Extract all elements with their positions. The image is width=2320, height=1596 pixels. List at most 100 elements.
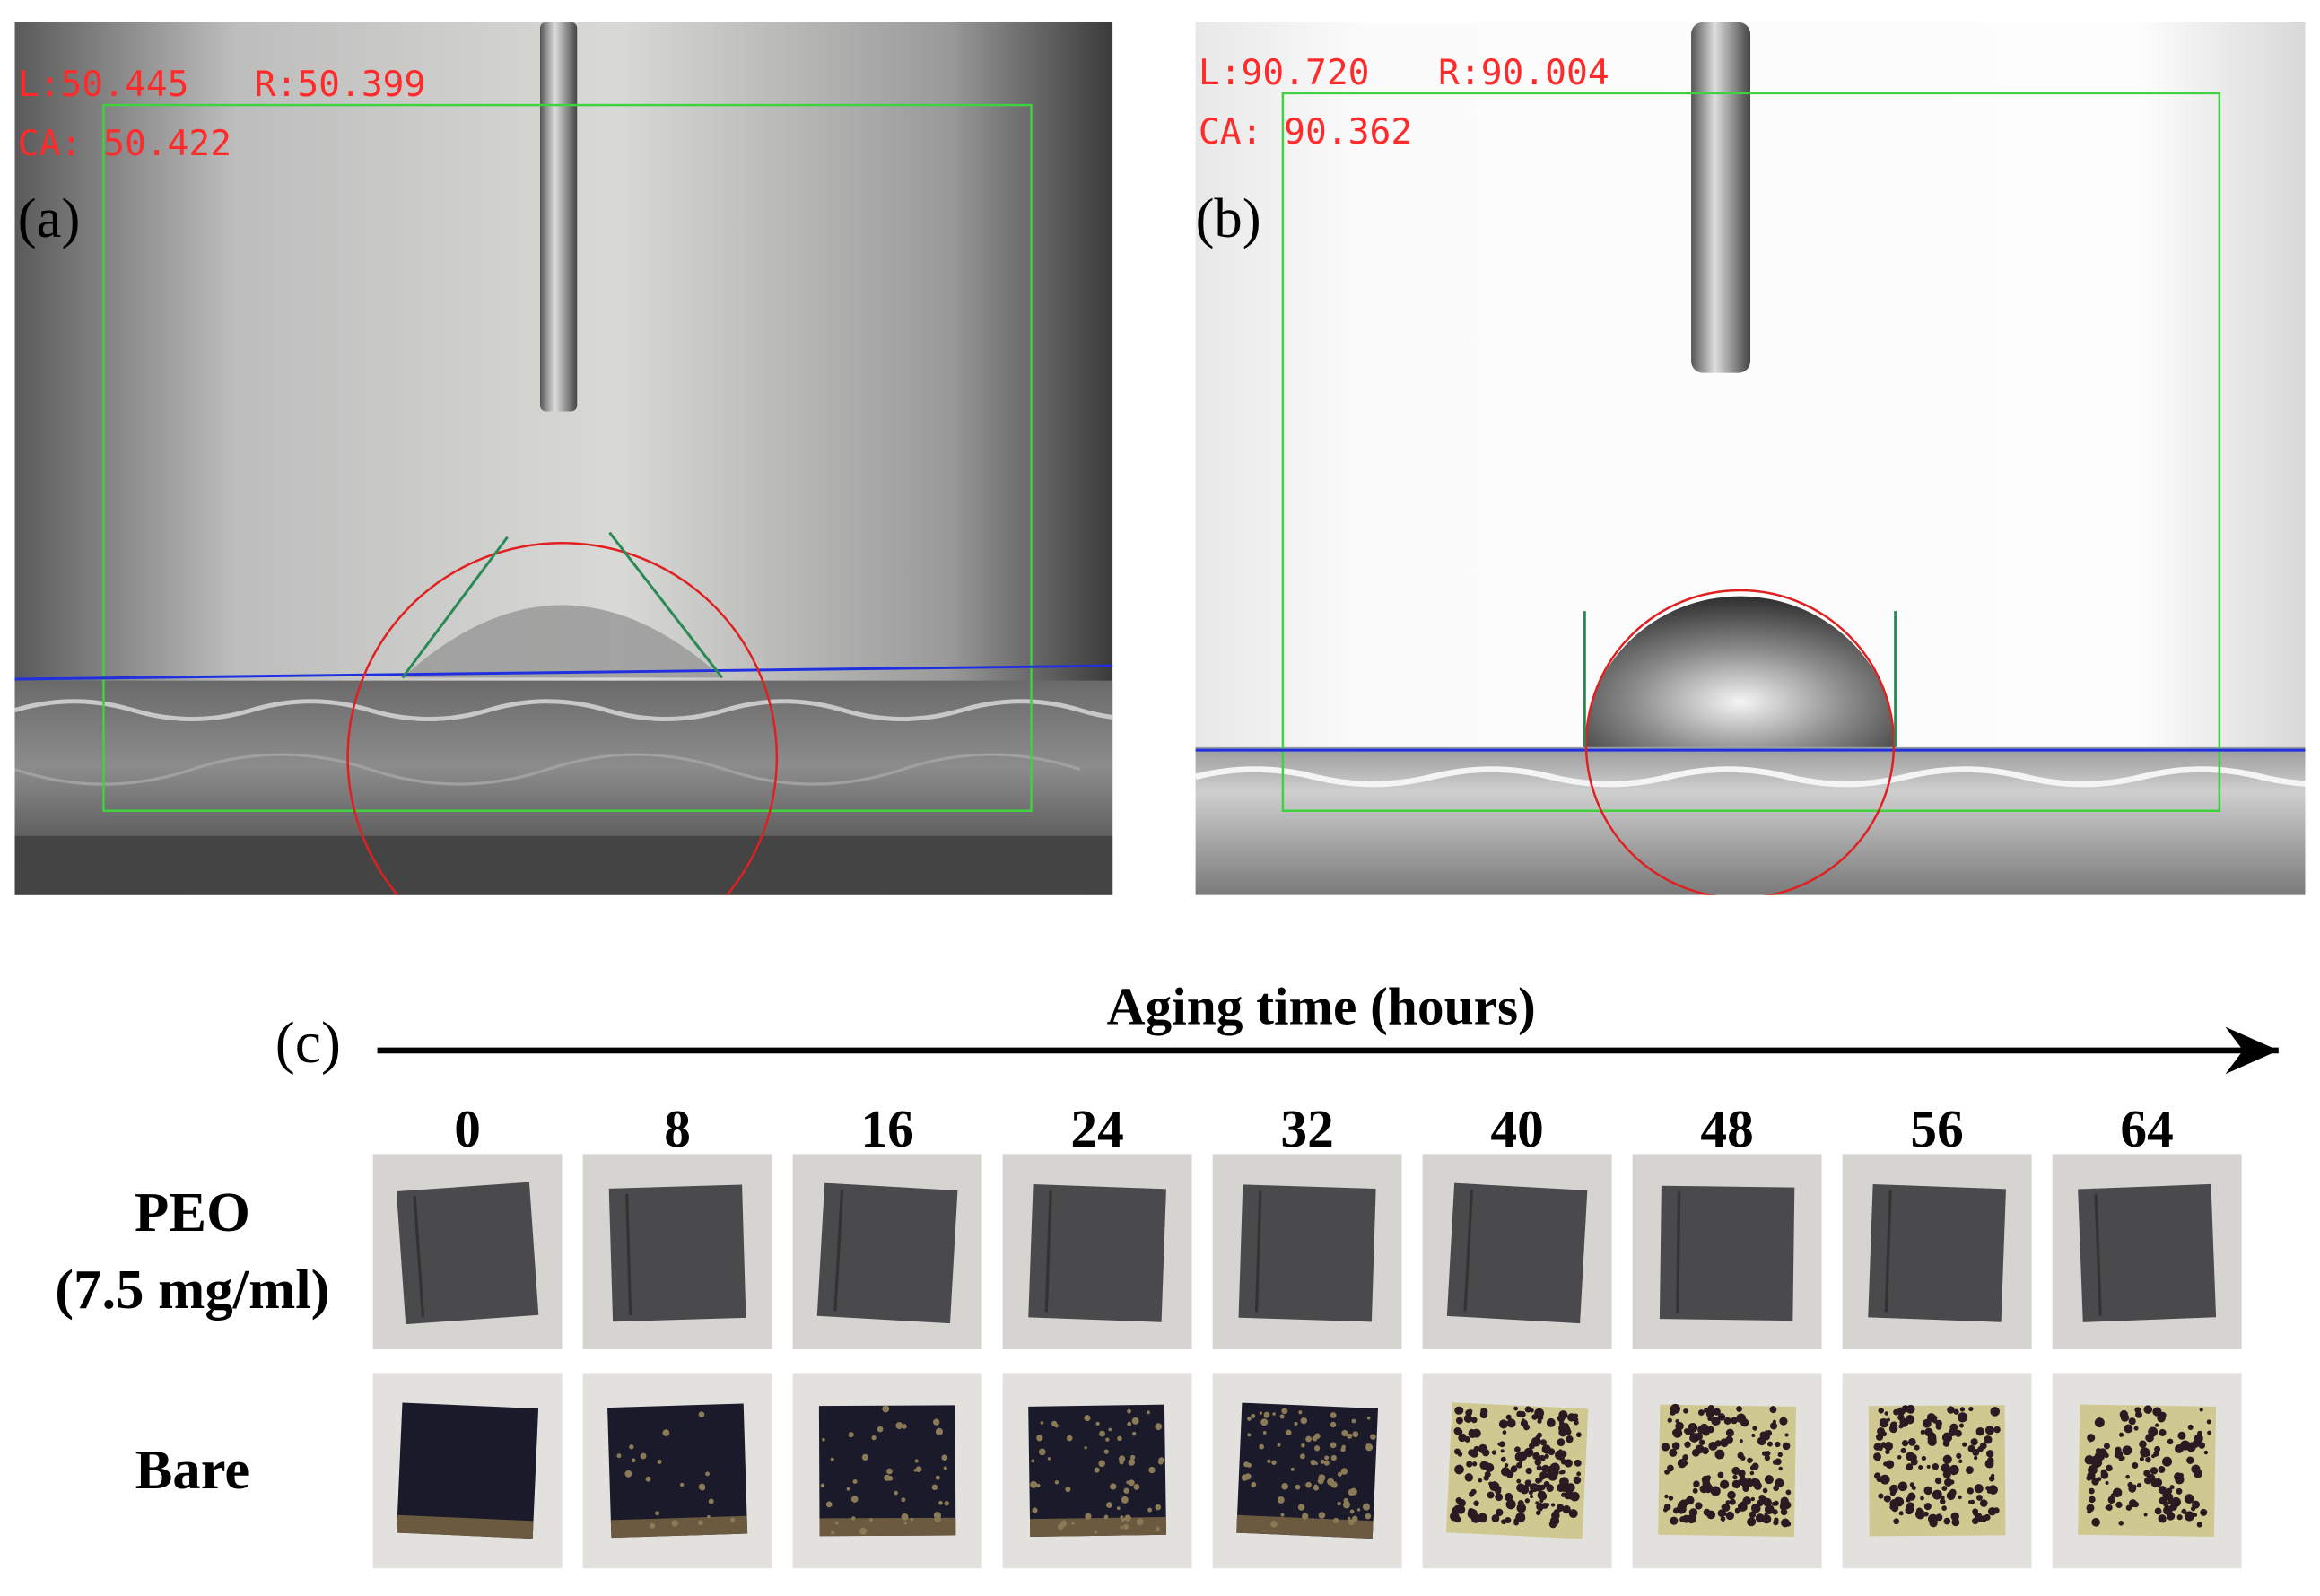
corrosion-spot (1484, 1470, 1491, 1478)
corrosion-spot (902, 1424, 907, 1429)
sample (1659, 1185, 1795, 1321)
corrosion-spot (1478, 1478, 1483, 1483)
corrosion-spot (1108, 1427, 1112, 1432)
corrosion-spot (1785, 1505, 1790, 1510)
corrosion-spot (679, 1482, 685, 1487)
corrosion-spot (1525, 1467, 1532, 1475)
corrosion-spot (698, 1411, 705, 1418)
corrosion-spot (1761, 1451, 1767, 1456)
corrosion-spot (1337, 1501, 1341, 1506)
corrosion-spot (1958, 1423, 1965, 1428)
corrosion-spot (1893, 1518, 1900, 1525)
corrosion-spot (914, 1459, 919, 1463)
corrosion-spot (662, 1429, 670, 1437)
corrosion-spot (1970, 1499, 1975, 1504)
corrosion-spot (1771, 1501, 1776, 1506)
sample-photo (2052, 1154, 2242, 1350)
corrosion-spot (2174, 1472, 2183, 1481)
corrosion-spot (2106, 1464, 2113, 1472)
corrosion-spot (1741, 1504, 1748, 1511)
corrosion-spot (671, 1520, 678, 1527)
sample-grid: 0 8 16 24 32 40 48 56 64 PEO (7.5 mg/ml) Bare (55, 1099, 2242, 1569)
corrosion-spot (2176, 1514, 2183, 1521)
corrosion-spot (1126, 1480, 1130, 1485)
sample (1238, 1184, 1376, 1322)
corrosion-spot (1279, 1414, 1285, 1419)
corrosion-spot (1749, 1465, 1756, 1471)
corrosion-spot (1683, 1461, 1688, 1466)
corrosion-spot (1500, 1456, 1506, 1462)
corrosion-spot (1699, 1485, 1708, 1494)
corrosion-spot (2186, 1456, 2194, 1464)
corrosion-spot (1942, 1470, 1951, 1478)
sample-photo (792, 1154, 982, 1350)
sample-edge (1254, 1190, 1262, 1313)
corrosion-spot (1687, 1513, 1696, 1524)
corrosion-spot (1543, 1480, 1550, 1487)
sample-photo (2052, 1373, 2242, 1569)
corrosion-spot (1562, 1504, 1571, 1514)
corrosion-spot (1302, 1513, 1309, 1520)
corrosion-spot (1957, 1412, 1968, 1423)
corrosion-spot (1713, 1408, 1721, 1416)
corrosion-spot (2114, 1450, 2124, 1459)
corrosion-spot (1784, 1499, 1790, 1504)
corrosion-spot (871, 1435, 877, 1441)
corrosion-spot (2169, 1485, 2175, 1490)
corrosion-spot (1966, 1466, 1974, 1474)
corrosion-spot (901, 1513, 909, 1521)
corrosion-spot (1310, 1459, 1317, 1466)
sample (1658, 1403, 1796, 1537)
sample (608, 1184, 746, 1322)
corrosion-spot (1778, 1466, 1783, 1471)
corrosion-spot (1559, 1477, 1569, 1487)
corrosion-spot (1317, 1478, 1324, 1485)
corrosion-spot (852, 1478, 858, 1485)
corrosion-spot (1889, 1490, 1896, 1496)
sample (1028, 1404, 1166, 1537)
corrosion-spot (1885, 1460, 1895, 1470)
corrosion-spot (2194, 1513, 2198, 1517)
sample-edge (625, 1193, 632, 1316)
corrosion-spot (1489, 1481, 1499, 1492)
corrosion-spot (1663, 1507, 1669, 1513)
corrosion-spot (1784, 1433, 1789, 1437)
corrosion-spot (1763, 1497, 1772, 1507)
corrosion-spot (1775, 1478, 1784, 1488)
corrosion-spot (935, 1427, 944, 1435)
corrosion-spot (1739, 1439, 1743, 1443)
sample (607, 1403, 748, 1539)
corrosion-spot (1491, 1514, 1500, 1522)
corrosion-spot (1515, 1513, 1526, 1523)
corrosion-spot (1524, 1479, 1532, 1487)
corrosion-spot (1773, 1519, 1779, 1526)
sample (1868, 1404, 2006, 1537)
corrosion-spot (1707, 1416, 1713, 1422)
corrosion-spot (1362, 1503, 1370, 1511)
corrosion-spot (1106, 1502, 1112, 1508)
corrosion-spot (2177, 1431, 2186, 1440)
sample (1446, 1182, 1588, 1324)
corrosion-spot (1670, 1403, 1680, 1414)
corrosion-spot (1575, 1432, 1582, 1438)
corrosion-spot (2154, 1507, 2162, 1515)
corrosion-spot (1330, 1442, 1337, 1449)
corrosion-spot (2167, 1438, 2174, 1445)
corrosion-spot (2118, 1432, 2124, 1437)
corrosion-spot (2089, 1487, 2095, 1495)
corrosion-spot (1772, 1419, 1776, 1424)
corrosion-spot (1661, 1443, 1670, 1452)
corrosion-spot (1313, 1445, 1321, 1452)
corrosion-spot (1281, 1408, 1288, 1415)
corrosion-spot (1320, 1459, 1325, 1464)
corrosion-spot (1094, 1467, 1100, 1473)
corrosion-spot (1277, 1443, 1281, 1447)
corrosion-spot (913, 1469, 917, 1472)
corrosion-spot (2181, 1508, 2187, 1514)
corrosion-spot (1464, 1414, 1471, 1421)
panel-label: (a) (18, 187, 81, 249)
corrosion-spot (1574, 1419, 1579, 1426)
corrosion-spot (1785, 1489, 1792, 1496)
corrosion-spot (886, 1468, 893, 1475)
corrosion-spot (2139, 1456, 2144, 1461)
